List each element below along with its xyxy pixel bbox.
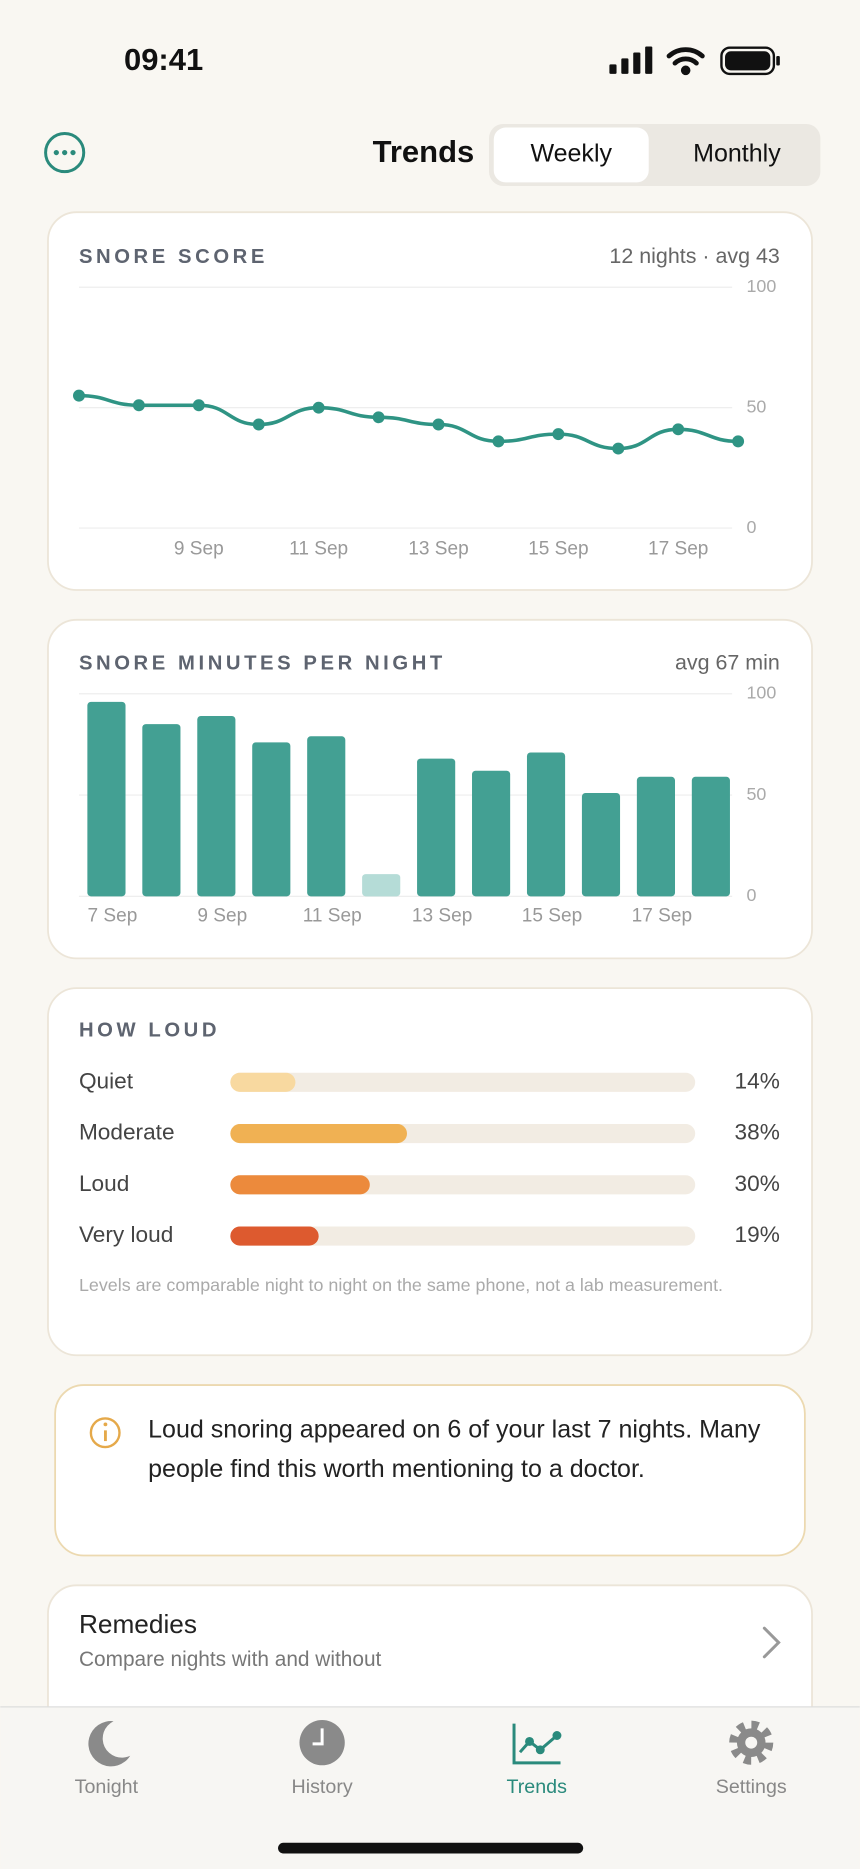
card xyxy=(47,211,813,591)
clock-icon[interactable] xyxy=(299,1720,345,1766)
x-tick-label: 9 Sep xyxy=(197,906,247,927)
x-tick-label: 13 Sep xyxy=(408,539,468,560)
y-tick-label: 100 xyxy=(746,682,776,702)
x-tick-label: 15 Sep xyxy=(522,906,582,927)
tab-weekly[interactable]: Weekly xyxy=(530,140,612,168)
x-tick-label: 7 Sep xyxy=(87,906,137,927)
battery xyxy=(720,46,780,76)
time: 09:41 xyxy=(124,42,203,77)
remedies-title: Remedies xyxy=(79,1609,197,1639)
moon-icon[interactable] xyxy=(88,1721,131,1767)
trends-icon[interactable] xyxy=(512,1723,562,1765)
level-bar xyxy=(230,1175,370,1195)
x-tick-label: 9 Sep xyxy=(174,539,224,560)
y-tick-label: 50 xyxy=(746,784,766,804)
score-point xyxy=(672,423,685,436)
bar xyxy=(197,716,236,897)
info-icon xyxy=(89,1417,121,1449)
x-tick-label: 15 Sep xyxy=(528,539,588,560)
bar xyxy=(581,793,621,897)
card-title: HOW LOUD xyxy=(79,1019,220,1041)
remedies-subtitle: Compare nights with and without xyxy=(79,1648,382,1671)
tab-bar xyxy=(0,1706,860,1869)
bar xyxy=(87,701,126,897)
footnote-box: Levels are comparable night to night on … xyxy=(78,1275,724,1296)
y-tick-label: 50 xyxy=(746,396,766,416)
x-tick-label: 11 Sep xyxy=(289,539,348,560)
level-value: 30% xyxy=(735,1171,780,1196)
y-tick-label: 100 xyxy=(746,276,776,296)
level-bar xyxy=(230,1124,407,1144)
card-subtitle: avg 67 min xyxy=(675,651,780,675)
score-point xyxy=(492,435,505,448)
notice-text: Loud snoring appeared on 6 of your last … xyxy=(148,1416,761,1483)
home-indicator xyxy=(278,1842,584,1854)
x-tick-label: 17 Sep xyxy=(632,906,692,927)
tab-monthly[interactable]: Monthly xyxy=(693,140,781,168)
score-point xyxy=(73,389,85,402)
score-point xyxy=(252,418,265,431)
score-point xyxy=(612,442,625,455)
bar xyxy=(142,724,181,897)
score-point xyxy=(312,401,325,414)
bar xyxy=(252,742,291,897)
level-label: Quiet xyxy=(79,1068,134,1093)
level-value: 38% xyxy=(735,1120,780,1145)
x-tick-label: 17 Sep xyxy=(648,539,708,560)
level-bar xyxy=(230,1072,296,1092)
bar xyxy=(362,874,401,897)
chevron xyxy=(762,1626,781,1659)
tab-label[interactable]: Settings xyxy=(716,1776,787,1798)
tab-label[interactable]: Trends xyxy=(506,1776,567,1798)
bar xyxy=(691,776,730,897)
level-label: Very loud xyxy=(79,1222,173,1247)
x-tick-label: 13 Sep xyxy=(412,906,472,927)
bar xyxy=(526,752,566,897)
footnote: Levels are comparable night to night on … xyxy=(78,1275,724,1296)
level-label: Moderate xyxy=(79,1120,175,1145)
card-title: SNORE MINUTES PER NIGHT xyxy=(79,652,446,674)
score-point xyxy=(192,399,205,412)
bar xyxy=(472,770,511,897)
score-point xyxy=(552,428,565,441)
signal xyxy=(609,46,653,74)
bar xyxy=(417,758,456,897)
y-tick-label: 0 xyxy=(746,517,756,537)
bar xyxy=(636,776,676,897)
bar xyxy=(307,736,346,897)
level-track xyxy=(230,1072,696,1092)
level-value: 14% xyxy=(735,1068,780,1093)
level-bar xyxy=(230,1226,319,1246)
wifi xyxy=(666,47,705,76)
level-track xyxy=(230,1226,696,1246)
y-tick-label: 0 xyxy=(746,885,756,905)
tab-label[interactable]: Tonight xyxy=(75,1776,139,1798)
notice-card xyxy=(54,1384,806,1557)
card-subtitle: 12 nights · avg 43 xyxy=(609,244,779,268)
level-value: 19% xyxy=(735,1222,780,1247)
tab-label[interactable]: History xyxy=(292,1776,353,1798)
more-button[interactable] xyxy=(44,132,86,174)
score-point xyxy=(132,399,145,412)
segment-active[interactable] xyxy=(493,127,649,183)
page-title: Trends xyxy=(373,134,475,169)
notice-box: Loud snoring appeared on 6 of your last … xyxy=(148,1416,761,1483)
score-point xyxy=(732,435,745,448)
gear-icon[interactable] xyxy=(729,1720,774,1765)
score-point xyxy=(432,418,445,431)
level-label: Loud xyxy=(79,1171,129,1196)
card-title: SNORE SCORE xyxy=(79,246,268,268)
score-point xyxy=(372,411,385,424)
x-tick-label: 11 Sep xyxy=(303,906,362,927)
